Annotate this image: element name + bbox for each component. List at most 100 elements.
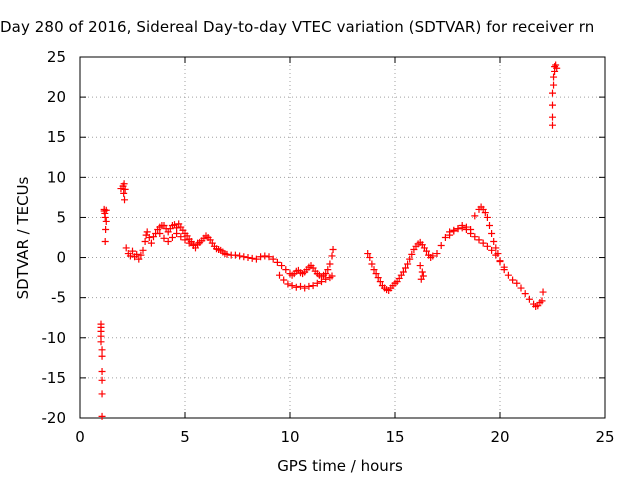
data-point-plus: [292, 283, 300, 291]
data-point-plus: [97, 338, 105, 346]
data-point-plus: [244, 254, 252, 262]
data-point-plus: [160, 234, 168, 242]
x-tick-label: 25: [595, 428, 614, 446]
data-point-plus: [471, 212, 479, 220]
data-point-plus: [126, 252, 134, 260]
data-point-plus: [553, 64, 561, 72]
data-point-plus: [549, 121, 556, 129]
data-point-plus: [486, 221, 493, 229]
y-tick-label: -10: [42, 329, 67, 347]
data-point-plus: [549, 113, 556, 121]
data-point-plus: [423, 247, 430, 255]
data-point-plus: [98, 352, 106, 360]
data-point-plus: [240, 253, 248, 261]
data-point-plus: [328, 252, 336, 260]
data-point-plus: [322, 275, 330, 283]
data-point-plus: [288, 282, 296, 290]
data-point-plus: [120, 180, 128, 188]
data-point-plus: [185, 239, 193, 247]
data-point-plus: [408, 250, 416, 258]
data-point-plus: [324, 266, 332, 274]
data-point-plus: [98, 376, 106, 384]
data-point-plus: [273, 258, 281, 266]
data-point-plus: [102, 206, 110, 214]
data-point-plus: [309, 282, 317, 290]
data-point-plus: [265, 253, 273, 261]
x-tick-label: 15: [385, 428, 404, 446]
data-point-plus: [121, 185, 129, 193]
data-point-plus: [550, 73, 558, 81]
data-point-plus: [490, 238, 498, 246]
data-point-plus: [366, 254, 374, 262]
data-point-plus: [500, 263, 508, 271]
y-tick-label: 15: [47, 128, 66, 146]
data-point-plus: [257, 253, 265, 261]
data-point-plus: [168, 234, 176, 241]
data-point-plus: [297, 282, 304, 290]
data-point-plus: [549, 101, 556, 109]
data-point-plus: [156, 229, 164, 237]
data-point-plus: [141, 238, 149, 246]
data-point-plus: [549, 89, 556, 97]
data-point-plus: [475, 236, 483, 244]
data-point-plus: [496, 257, 504, 265]
data-point-plus: [145, 234, 153, 241]
data-point-plus: [101, 213, 109, 221]
y-tick-label: 10: [47, 168, 66, 186]
x-axis-label: GPS time / hours: [277, 457, 403, 475]
data-point-plus: [462, 225, 470, 233]
data-point-plus: [538, 297, 546, 305]
data-point-plus: [301, 284, 309, 292]
data-point-plus: [223, 250, 231, 258]
data-point-plus: [269, 255, 277, 263]
data-point-plus: [467, 229, 475, 237]
data-point-plus: [122, 244, 130, 252]
data-point-plus: [364, 250, 372, 258]
data-point-plus: [133, 250, 141, 258]
data-point-plus: [280, 276, 288, 284]
x-tick-label: 10: [280, 428, 299, 446]
data-point-plus: [173, 229, 181, 237]
x-tick-label: 20: [490, 428, 509, 446]
data-point-plus: [328, 272, 336, 280]
data-point-plus: [98, 390, 106, 398]
plot-frame: [79, 56, 606, 419]
x-tick-label: 5: [180, 428, 190, 446]
data-point-plus: [418, 268, 426, 276]
data-point-plus: [101, 238, 109, 246]
data-point-plus: [143, 228, 151, 236]
data-point-plus: [329, 246, 337, 254]
data-point-plus: [305, 282, 313, 290]
axis-ticks: 0 5 10 15 20 25 -20 -15 -10 -5 0 5 10 15 20 25: [42, 48, 615, 446]
data-point-plus: [441, 234, 449, 241]
data-point-plus: [488, 246, 496, 254]
data-point-plus: [121, 196, 129, 204]
y-tick-label: 5: [56, 208, 66, 226]
data-point-plus: [282, 266, 290, 274]
y-tick-label: 0: [56, 249, 66, 267]
y-tick-label: 20: [47, 88, 66, 106]
data-point-plus: [471, 233, 479, 241]
data-point-plus: [404, 260, 412, 268]
data-point-plus: [450, 227, 458, 235]
data-point-plus: [437, 242, 445, 250]
y-tick-label: -15: [42, 369, 67, 387]
data-point-plus: [550, 81, 558, 89]
data-point-plus: [129, 247, 136, 255]
data-point-plus: [376, 278, 384, 286]
data-point-plus: [370, 266, 378, 274]
data-point-plus: [284, 280, 292, 288]
y-tick-label: -20: [42, 409, 67, 427]
data-point-plus: [513, 279, 521, 287]
data-point-plus: [483, 213, 491, 221]
data-point-plus: [102, 225, 110, 233]
data-point-plus: [120, 189, 128, 197]
data-point-plus: [406, 255, 414, 263]
data-point-plus: [454, 225, 462, 233]
data-point-plus: [98, 367, 106, 375]
data-point-plus: [318, 278, 325, 286]
data-point-plus: [98, 412, 106, 420]
data-point-plus: [276, 271, 283, 279]
data-point-plus: [139, 246, 147, 254]
